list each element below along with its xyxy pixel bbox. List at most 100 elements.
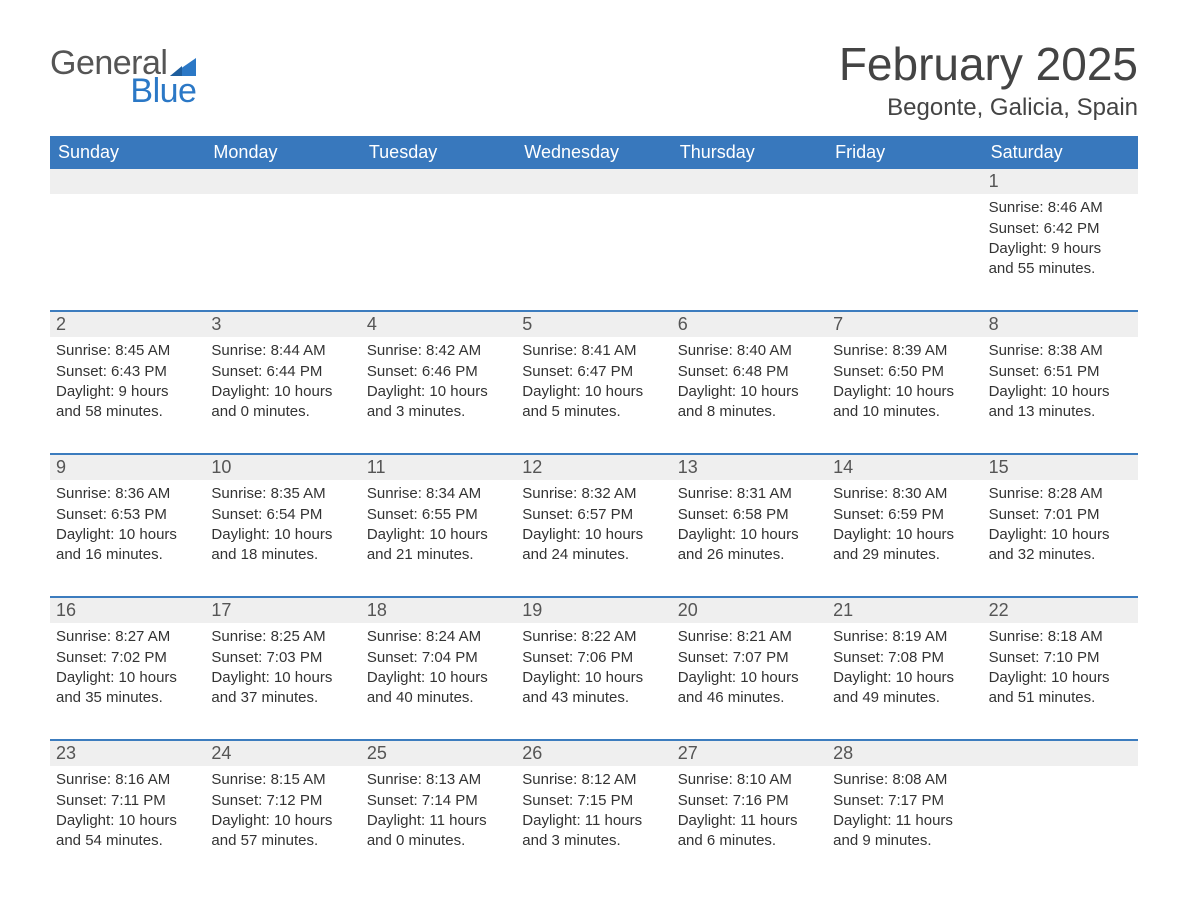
day-cell: Sunrise: 8:30 AMSunset: 6:59 PMDaylight:… bbox=[827, 480, 982, 572]
sunset-text: Sunset: 6:47 PM bbox=[522, 362, 665, 382]
daylight2-text: and 0 minutes. bbox=[367, 831, 510, 851]
sunset-text: Sunset: 7:17 PM bbox=[833, 791, 976, 811]
sunset-text: Sunset: 7:02 PM bbox=[56, 648, 199, 668]
day-number: 13 bbox=[672, 455, 827, 480]
daylight2-text: and 13 minutes. bbox=[989, 402, 1132, 422]
daylight2-text: and 32 minutes. bbox=[989, 545, 1132, 565]
sunset-text: Sunset: 6:57 PM bbox=[522, 505, 665, 525]
daylight1-text: Daylight: 10 hours bbox=[678, 382, 821, 402]
sunset-text: Sunset: 6:44 PM bbox=[211, 362, 354, 382]
daynum-strip: 16171819202122 bbox=[50, 598, 1138, 623]
day-cell: Sunrise: 8:40 AMSunset: 6:48 PMDaylight:… bbox=[672, 337, 827, 429]
day-number bbox=[827, 169, 982, 194]
sunrise-text: Sunrise: 8:21 AM bbox=[678, 627, 821, 647]
sunrise-text: Sunrise: 8:25 AM bbox=[211, 627, 354, 647]
day-cell: Sunrise: 8:19 AMSunset: 7:08 PMDaylight:… bbox=[827, 623, 982, 715]
daylight1-text: Daylight: 11 hours bbox=[833, 811, 976, 831]
daylight1-text: Daylight: 10 hours bbox=[522, 668, 665, 688]
sunrise-text: Sunrise: 8:28 AM bbox=[989, 484, 1132, 504]
title-block: February 2025 Begonte, Galicia, Spain bbox=[839, 40, 1138, 122]
week-row: 2345678Sunrise: 8:45 AMSunset: 6:43 PMDa… bbox=[50, 310, 1138, 429]
sunrise-text: Sunrise: 8:27 AM bbox=[56, 627, 199, 647]
week-row: 232425262728Sunrise: 8:16 AMSunset: 7:11… bbox=[50, 739, 1138, 858]
daylight2-text: and 40 minutes. bbox=[367, 688, 510, 708]
daynum-strip: 1 bbox=[50, 169, 1138, 194]
daylight1-text: Daylight: 10 hours bbox=[989, 668, 1132, 688]
daylight2-text: and 18 minutes. bbox=[211, 545, 354, 565]
daylight2-text: and 54 minutes. bbox=[56, 831, 199, 851]
week-row: 1Sunrise: 8:46 AMSunset: 6:42 PMDaylight… bbox=[50, 169, 1138, 286]
daylight1-text: Daylight: 11 hours bbox=[678, 811, 821, 831]
day-number: 17 bbox=[205, 598, 360, 623]
sunset-text: Sunset: 6:43 PM bbox=[56, 362, 199, 382]
day-number bbox=[361, 169, 516, 194]
daylight2-text: and 46 minutes. bbox=[678, 688, 821, 708]
sunrise-text: Sunrise: 8:44 AM bbox=[211, 341, 354, 361]
sunset-text: Sunset: 7:04 PM bbox=[367, 648, 510, 668]
day-number: 27 bbox=[672, 741, 827, 766]
day-number: 7 bbox=[827, 312, 982, 337]
weekday-sat: Saturday bbox=[983, 136, 1138, 169]
sunrise-text: Sunrise: 8:36 AM bbox=[56, 484, 199, 504]
day-cell: Sunrise: 8:21 AMSunset: 7:07 PMDaylight:… bbox=[672, 623, 827, 715]
day-number: 16 bbox=[50, 598, 205, 623]
day-number: 1 bbox=[983, 169, 1138, 194]
daynum-strip: 232425262728 bbox=[50, 741, 1138, 766]
day-cell: Sunrise: 8:27 AMSunset: 7:02 PMDaylight:… bbox=[50, 623, 205, 715]
day-cell: Sunrise: 8:34 AMSunset: 6:55 PMDaylight:… bbox=[361, 480, 516, 572]
day-cell: Sunrise: 8:46 AMSunset: 6:42 PMDaylight:… bbox=[983, 194, 1138, 286]
day-number bbox=[516, 169, 671, 194]
daylight2-text: and 16 minutes. bbox=[56, 545, 199, 565]
day-cell bbox=[827, 194, 982, 286]
daylight1-text: Daylight: 9 hours bbox=[989, 239, 1132, 259]
day-cell bbox=[361, 194, 516, 286]
daylight2-text: and 9 minutes. bbox=[833, 831, 976, 851]
daynum-strip: 9101112131415 bbox=[50, 455, 1138, 480]
sunset-text: Sunset: 6:54 PM bbox=[211, 505, 354, 525]
sunset-text: Sunset: 6:59 PM bbox=[833, 505, 976, 525]
daylight1-text: Daylight: 10 hours bbox=[989, 525, 1132, 545]
sunrise-text: Sunrise: 8:32 AM bbox=[522, 484, 665, 504]
daylight1-text: Daylight: 10 hours bbox=[833, 382, 976, 402]
sunset-text: Sunset: 6:51 PM bbox=[989, 362, 1132, 382]
daylight2-text: and 35 minutes. bbox=[56, 688, 199, 708]
day-number: 23 bbox=[50, 741, 205, 766]
day-number: 8 bbox=[983, 312, 1138, 337]
day-cell: Sunrise: 8:42 AMSunset: 6:46 PMDaylight:… bbox=[361, 337, 516, 429]
sunrise-text: Sunrise: 8:40 AM bbox=[678, 341, 821, 361]
sunrise-text: Sunrise: 8:34 AM bbox=[367, 484, 510, 504]
day-cell: Sunrise: 8:13 AMSunset: 7:14 PMDaylight:… bbox=[361, 766, 516, 858]
day-cell bbox=[672, 194, 827, 286]
daylight2-text: and 51 minutes. bbox=[989, 688, 1132, 708]
daylight2-text: and 57 minutes. bbox=[211, 831, 354, 851]
day-number: 6 bbox=[672, 312, 827, 337]
daylight1-text: Daylight: 10 hours bbox=[367, 382, 510, 402]
sunrise-text: Sunrise: 8:24 AM bbox=[367, 627, 510, 647]
daylight1-text: Daylight: 10 hours bbox=[211, 668, 354, 688]
daylight2-text: and 55 minutes. bbox=[989, 259, 1132, 279]
sunrise-text: Sunrise: 8:30 AM bbox=[833, 484, 976, 504]
logo: General Blue bbox=[50, 40, 196, 108]
weekday-row: Sunday Monday Tuesday Wednesday Thursday… bbox=[50, 136, 1138, 169]
sunrise-text: Sunrise: 8:46 AM bbox=[989, 198, 1132, 218]
week-row: 9101112131415 Sunrise: 8:36 AM Sunset: 6:5… bbox=[50, 453, 1138, 572]
daylight1-text: Daylight: 10 hours bbox=[367, 668, 510, 688]
daylight1-text: Daylight: 10 hours bbox=[989, 382, 1132, 402]
sunset-text: Sunset: 6:42 PM bbox=[989, 219, 1132, 239]
daylight1-text: Daylight: 10 hours bbox=[211, 382, 354, 402]
day-number: 25 bbox=[361, 741, 516, 766]
sunset-text: Sunset: 7:15 PM bbox=[522, 791, 665, 811]
day-cell: Sunrise: 8:45 AMSunset: 6:43 PMDaylight:… bbox=[50, 337, 205, 429]
daylight2-text: and 10 minutes. bbox=[833, 402, 976, 422]
daylight2-text: and 5 minutes. bbox=[522, 402, 665, 422]
day-cell: Sunrise: 8:10 AMSunset: 7:16 PMDaylight:… bbox=[672, 766, 827, 858]
weekday-mon: Monday bbox=[205, 136, 360, 169]
daylight1-text: Daylight: 10 hours bbox=[211, 525, 354, 545]
weekday-wed: Wednesday bbox=[516, 136, 671, 169]
daylight2-text: and 37 minutes. bbox=[211, 688, 354, 708]
sunset-text: Sunset: 7:08 PM bbox=[833, 648, 976, 668]
day-number: 24 bbox=[205, 741, 360, 766]
daylight1-text: Daylight: 10 hours bbox=[56, 525, 199, 545]
sunset-text: Sunset: 6:50 PM bbox=[833, 362, 976, 382]
day-cell: Sunrise: 8:31 AMSunset: 6:58 PMDaylight:… bbox=[672, 480, 827, 572]
